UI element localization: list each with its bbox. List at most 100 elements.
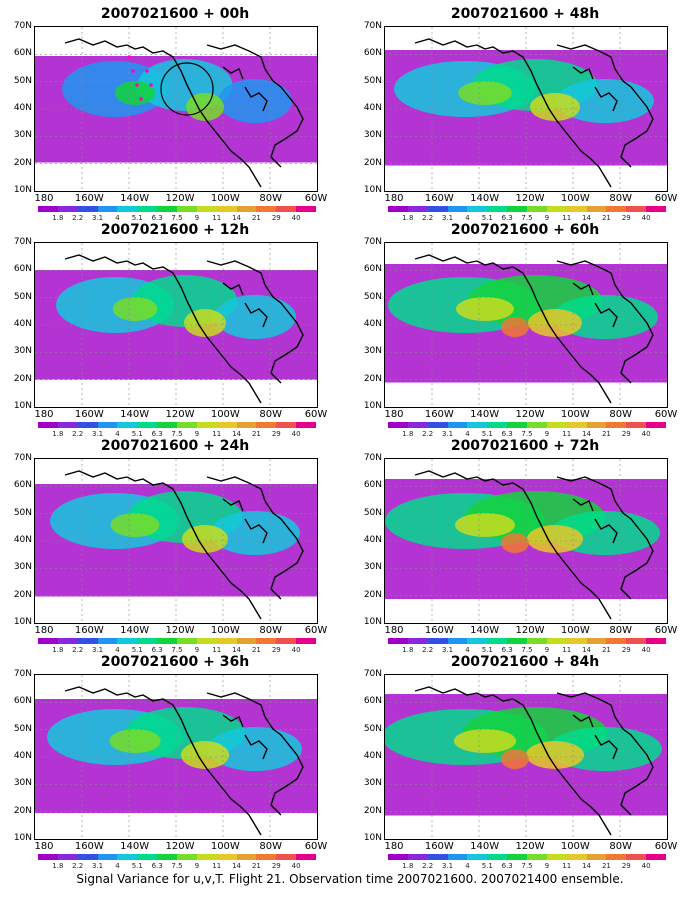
colorbar-label: 6.3 <box>151 862 163 870</box>
y-tick-label: 20N <box>363 373 382 384</box>
colorbar-swatch <box>467 206 488 212</box>
colorbar-label: 11 <box>212 430 222 438</box>
colorbar-label: 40 <box>291 862 301 870</box>
colorbar-swatch <box>546 206 567 212</box>
variance-contour-map <box>385 27 667 191</box>
colorbar-swatch <box>296 422 317 428</box>
x-tick-label: 80W <box>259 625 282 636</box>
y-tick-label: 40N <box>363 751 382 761</box>
x-tick-label: 160W <box>74 841 104 852</box>
x-tick-label: 140W <box>470 193 500 204</box>
colorbar-label: 2.2 <box>422 430 434 438</box>
coastline <box>126 44 262 188</box>
colorbar-swatch <box>276 854 297 860</box>
colorbar-swatch <box>407 206 428 212</box>
colorbar-swatch <box>487 638 508 644</box>
colorbar-swatch <box>566 206 587 212</box>
colorbar-swatch <box>527 638 547 644</box>
colorbar-swatch <box>427 638 448 644</box>
colorbar-labels: 1.8 2.2 3.1 4 5.1 6.3 7.5 9 11 14 21 29 40 <box>38 862 316 872</box>
colorbar-label: 1.8 <box>402 646 414 654</box>
colorbar-label: 29 <box>621 214 631 222</box>
colorbar-label: 11 <box>562 430 572 438</box>
colorbar-label: 4 <box>115 862 120 870</box>
colorbar-label: 40 <box>291 430 301 438</box>
colorbar-label: 29 <box>271 214 281 222</box>
colorbar-label: 2.2 <box>72 430 84 438</box>
y-tick-label: 20N <box>13 589 32 600</box>
colorbar-swatch <box>137 854 158 860</box>
colorbar-swatch <box>296 638 317 644</box>
colorbar-swatch <box>586 422 607 428</box>
variance-contour-map <box>35 243 317 407</box>
colorbar-swatch <box>57 206 78 212</box>
colorbar-swatch <box>256 854 277 860</box>
x-tick-label: 180 <box>34 625 54 636</box>
coastline <box>64 254 128 264</box>
colorbar-label: 6.3 <box>501 430 513 438</box>
y-tick-label: 30N <box>363 778 382 789</box>
panel-title: 2007021600 + 72h <box>450 438 600 454</box>
colorbar-swatch <box>388 638 408 644</box>
x-tick-label: 60W <box>654 841 678 852</box>
colorbar-swatch <box>177 854 197 860</box>
colorbar-swatch <box>57 854 78 860</box>
x-tick-label: 140W <box>120 841 150 852</box>
colorbar-label: 29 <box>621 430 631 438</box>
y-tick-label: 50N <box>363 507 382 518</box>
colorbar-label: 5.1 <box>481 646 493 654</box>
colorbar-swatch <box>586 854 607 860</box>
colorbar-swatch <box>447 854 468 860</box>
colorbar-swatch <box>157 206 178 212</box>
coastline <box>222 66 244 80</box>
y-tick-label: 70N <box>13 21 32 31</box>
coastline <box>222 282 244 296</box>
colorbar-labels: 1.8 2.2 3.1 4 5.1 6.3 7.5 9 11 14 21 29 40 <box>388 646 666 656</box>
x-tick-label: 160W <box>424 409 454 420</box>
x-tick-label: 80W <box>609 841 632 852</box>
colorbar-swatch <box>236 206 257 212</box>
y-tick-label: 10N <box>363 833 382 843</box>
colorbar-label: 6.3 <box>151 430 163 438</box>
y-tick-label: 70N <box>13 453 32 463</box>
colorbar-label: 2.2 <box>72 214 84 222</box>
colorbar-swatch <box>447 638 468 644</box>
colorbar-label: 21 <box>251 430 261 438</box>
y-tick-label: 70N <box>13 237 32 247</box>
colorbar <box>388 854 667 860</box>
colorbar-label: 11 <box>562 646 572 654</box>
colorbar-swatch <box>117 638 138 644</box>
coastline <box>476 44 612 188</box>
x-tick-label: 80W <box>259 841 282 852</box>
map-panel: 2007021600 + 84h 70N 60N 50N 40N 30N 20N 10N 180… <box>350 654 700 870</box>
y-tick-label: 10N <box>363 401 382 411</box>
colorbar-label: 1.8 <box>402 862 414 870</box>
colorbar-swatch <box>546 854 567 860</box>
colorbar-label: 9 <box>544 646 550 654</box>
colorbar-swatch <box>507 422 528 428</box>
variance-contour-map <box>385 675 667 839</box>
colorbar-swatch <box>507 854 528 860</box>
x-tick-label: 120W <box>515 409 545 420</box>
x-tick-label: 100W <box>210 193 240 204</box>
colorbar-swatch <box>427 422 448 428</box>
y-tick-label: 60N <box>363 264 382 275</box>
colorbar-label: 5.1 <box>131 646 143 654</box>
colorbar-swatch <box>606 854 627 860</box>
map-plot <box>34 674 318 840</box>
colorbar-label: 9 <box>544 214 550 222</box>
colorbar-label: 7.5 <box>171 214 183 222</box>
colorbar-swatch <box>606 638 627 644</box>
x-tick-label: 160W <box>424 841 454 852</box>
colorbar-swatch <box>646 854 667 860</box>
x-tick-label: 60W <box>304 193 328 204</box>
x-tick-label: 80W <box>259 193 282 204</box>
coastline <box>556 476 654 600</box>
colorbar-swatch <box>527 854 547 860</box>
coastline <box>556 260 654 384</box>
map-panel: 2007021600 + 72h 70N 60N 50N 40N 30N 20N 10N 180… <box>350 438 700 656</box>
variance-contour-map <box>35 675 317 839</box>
colorbar-swatch <box>276 422 297 428</box>
colorbar-label: 29 <box>271 862 281 870</box>
map-plot <box>34 26 318 192</box>
